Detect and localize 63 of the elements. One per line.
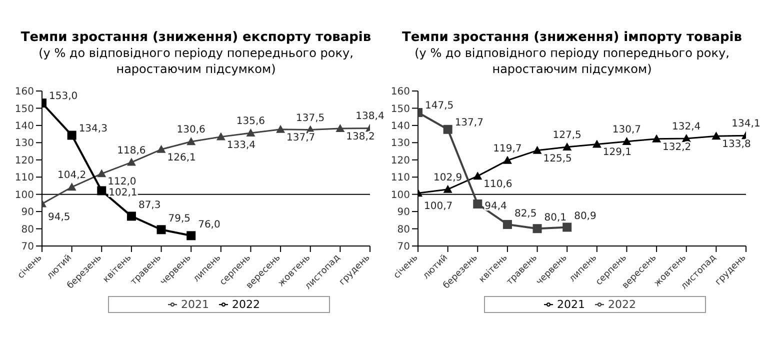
legend-label: 2022: [232, 298, 260, 311]
data-label: 130,6: [176, 124, 206, 136]
data-label: 76,0: [198, 220, 220, 231]
data-label: 130,7: [612, 124, 642, 136]
y-tick-label: 70: [397, 242, 410, 253]
data-label: 137,5: [296, 112, 325, 124]
data-label: 80,9: [574, 211, 596, 222]
y-tick-label: 140: [14, 120, 34, 132]
data-label: 134,3: [78, 123, 108, 134]
data-label: 138,2: [346, 132, 375, 143]
data-label: 82,5: [514, 208, 537, 220]
y-tick-label: 100: [390, 190, 410, 201]
data-label: 119,7: [493, 143, 522, 154]
y-tick-label: 150: [14, 104, 34, 115]
y-tick-label: 110: [14, 172, 34, 184]
y-tick-label: 90: [21, 207, 34, 218]
data-label: 129,1: [602, 147, 632, 158]
data-label: 104,2: [58, 170, 86, 182]
data-label: 137,7: [454, 117, 484, 128]
chart-title: Темпи зростання (зниження) імпорту товарів: [401, 30, 743, 45]
y-tick-label: 100: [14, 190, 34, 201]
y-tick-label: 70: [21, 242, 34, 253]
y-tick-label: 90: [397, 207, 410, 218]
y-tick-label: 120: [390, 155, 410, 166]
chart-subtitle: (у % до відповідного періоду попереднього року, наростаючим підсумком): [414, 45, 730, 77]
data-label: 147,5: [425, 100, 454, 112]
legend-label: 2021: [557, 298, 585, 311]
data-label: 125,5: [543, 153, 572, 164]
data-label: 100,7: [424, 201, 453, 212]
data-label: 79,5: [168, 214, 191, 225]
data-label: 138,4: [356, 111, 384, 122]
legend-label: 2021: [181, 298, 209, 311]
data-label: 153,0: [49, 91, 78, 102]
data-label: 118,6: [117, 145, 146, 156]
data-label: 94,5: [48, 212, 70, 223]
data-label: 112,0: [108, 176, 136, 188]
y-tick-label: 130: [390, 138, 410, 150]
data-label: 80,1: [544, 212, 567, 224]
data-label: 126,1: [167, 152, 196, 164]
y-tick-label: 150: [390, 104, 410, 115]
data-label: 127,5: [552, 130, 582, 141]
data-label: 133,4: [226, 140, 256, 151]
data-label: 110,6: [484, 179, 512, 190]
data-label: 87,3: [138, 200, 161, 212]
y-tick-label: 80: [21, 224, 34, 236]
data-label: 132,4: [672, 122, 701, 133]
y-tick-label: 110: [390, 172, 410, 184]
data-label: 135,6: [236, 116, 266, 128]
data-label: 134,1: [732, 118, 760, 130]
y-tick-label: 130: [14, 138, 34, 150]
y-tick-label: 160: [14, 86, 34, 98]
data-label: 133,8: [722, 139, 751, 150]
chart-title: Темпи зростання (зниження) експорту товарів: [20, 30, 372, 45]
y-tick-label: 120: [14, 155, 34, 166]
data-label: 94,4: [484, 200, 507, 212]
data-label: 137,7: [286, 132, 316, 144]
y-tick-label: 80: [397, 224, 410, 236]
legend-label: 2022: [608, 298, 636, 311]
chart-subtitle: (у % до відповідного періоду попереднього року, наростаючим підсумком): [38, 45, 354, 77]
data-label: 132,2: [662, 142, 692, 153]
data-label: 102,9: [434, 172, 462, 184]
y-tick-label: 140: [390, 120, 410, 132]
y-tick-label: 160: [390, 86, 410, 98]
